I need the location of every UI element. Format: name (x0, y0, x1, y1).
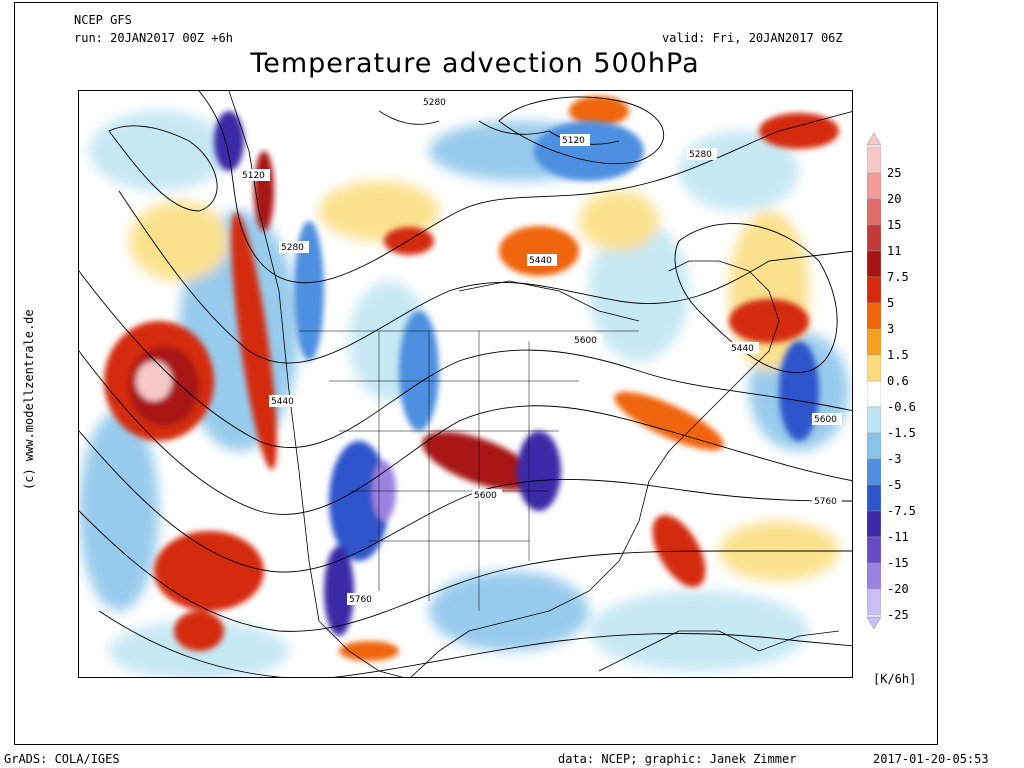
colorbar-swatch (866, 510, 882, 538)
colorbar (866, 132, 882, 633)
colorbar-label: 11 (887, 244, 902, 258)
contour-label: 5280 (423, 98, 446, 108)
colorbar-label: -7.5 (887, 504, 916, 518)
contour-label: 5440 (271, 397, 294, 407)
advection-map: 5280 5120 5280 5120 5280 5440 5600 5440 … (78, 90, 853, 678)
valid-time: valid: Fri, 20JAN2017 06Z (662, 31, 843, 45)
state-borders (299, 330, 639, 611)
colorbar-label: 25 (887, 166, 902, 180)
colorbar-label: -3 (887, 452, 902, 466)
colorbar-label: -11 (887, 530, 909, 544)
colorbar-label: 0.6 (887, 374, 909, 388)
copyright-text: (c) www.modellzentrale.de (22, 309, 36, 490)
model-name: NCEP GFS (74, 13, 132, 27)
colorbar-swatch (866, 432, 882, 460)
colorbar-swatch (866, 406, 882, 434)
colorbar-label: -25 (887, 608, 909, 622)
colorbar-swatch (866, 172, 882, 200)
colorbar-swatch (866, 562, 882, 590)
colorbar-label: 5 (887, 296, 895, 310)
colorbar-swatch (866, 484, 882, 512)
colorbar-label: -0.6 (887, 400, 916, 414)
colorbar-swatch (866, 458, 882, 486)
contour-label: 5760 (349, 595, 372, 605)
contour-label: 5120 (562, 136, 585, 146)
colorbar-swatch (866, 302, 882, 330)
map-title: Temperature advection 500hPa (250, 48, 700, 79)
contour-label: 5600 (574, 336, 597, 346)
footer-grads: GrADS: COLA/IGES (4, 752, 120, 766)
height-contours (79, 91, 852, 677)
advection-field: 5280 5120 5280 5120 5280 5440 5600 5440 … (79, 91, 852, 677)
triangle-up-icon (866, 132, 882, 146)
contour-label: 5600 (474, 491, 497, 501)
plot-frame (14, 2, 938, 745)
contour-label: 5760 (814, 497, 837, 507)
colorbar-swatch (866, 536, 882, 564)
colorbar-swatch (866, 276, 882, 304)
run-time: run: 20JAN2017 00Z +6h (74, 31, 233, 45)
colorbar-swatch (866, 250, 882, 278)
colorbar-swatch (866, 328, 882, 356)
colorbar-swatch (866, 588, 882, 616)
footer-credit: data: NCEP; graphic: Janek Zimmer (558, 752, 797, 766)
colorbar-label: 3 (887, 322, 895, 336)
colorbar-label: -15 (887, 556, 909, 570)
colorbar-swatch (866, 354, 882, 382)
warm-advection (104, 96, 839, 661)
contour-label: 5440 (529, 256, 552, 266)
colorbar-swatch (866, 224, 882, 252)
contour-label: 5600 (814, 415, 837, 425)
colorbar-label: 7.5 (887, 270, 909, 284)
colorbar-label: -20 (887, 582, 909, 596)
colorbar-swatches (866, 132, 882, 630)
colorbar-unit: [K/6h] (873, 672, 917, 686)
triangle-down-icon (866, 616, 882, 630)
footer-timestamp: 2017-01-20-05:53 (873, 752, 989, 766)
colorbar-swatch (866, 198, 882, 226)
colorbar-swatch (866, 380, 882, 408)
colorbar-label: -5 (887, 478, 902, 492)
colorbar-label: 20 (887, 192, 902, 206)
contour-label: 5280 (689, 150, 712, 160)
contour-label: 5440 (731, 344, 754, 354)
colorbar-label: 15 (887, 218, 902, 232)
colorbar-label: -1.5 (887, 426, 916, 440)
colorbar-label: 1.5 (887, 348, 909, 362)
coastlines (228, 91, 840, 677)
colorbar-swatch (866, 146, 882, 174)
contour-label: 5120 (242, 171, 265, 181)
contour-label: 5280 (281, 243, 304, 253)
contour-label-group: 5280 5120 5280 5120 5280 5440 5600 5440 … (240, 96, 842, 605)
